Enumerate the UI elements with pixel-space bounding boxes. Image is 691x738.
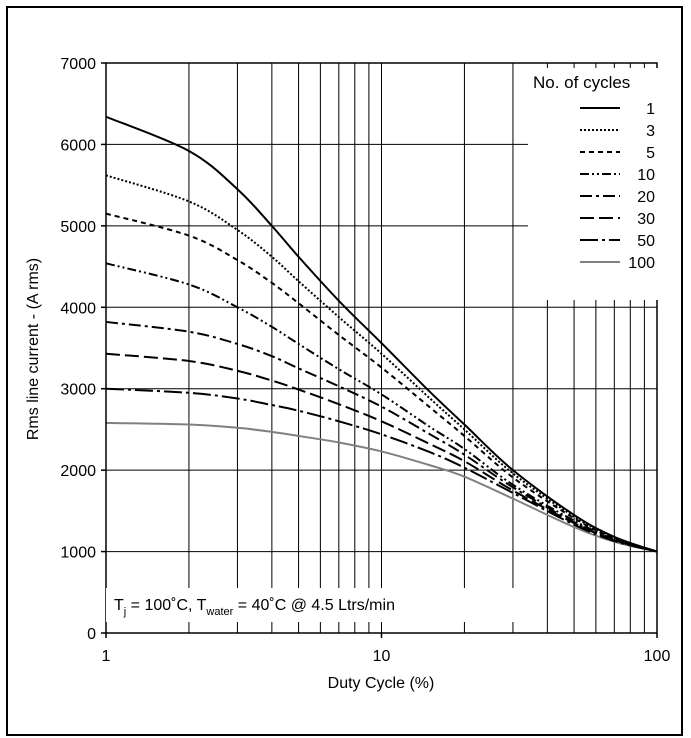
series-line-3 xyxy=(105,174,658,553)
annotation-mid: = 100˚C, T xyxy=(126,597,206,614)
legend-label-3: 3 xyxy=(646,123,655,140)
axis-ticks: 0 1000 2000 3000 4000 5000 6000 7000 1 10 100 xyxy=(60,56,670,665)
annotation-suffix: = 40˚C @ 4.5 Ltrs/min xyxy=(233,597,395,614)
legend-label-20: 20 xyxy=(637,189,655,206)
y-tick-label: 0 xyxy=(87,626,96,643)
series-line-20 xyxy=(105,320,658,553)
legend-title: No. of cycles xyxy=(533,73,630,92)
legend-label-10: 10 xyxy=(637,167,655,184)
series-lines xyxy=(105,115,658,553)
legend-label-50: 50 xyxy=(637,233,655,250)
y-tick-label: 4000 xyxy=(60,300,96,317)
y-tick-label: 2000 xyxy=(60,463,96,480)
annotation-sub-j: j xyxy=(123,606,126,618)
legend: 1 3 5 10 20 30 50 100 xyxy=(580,101,655,272)
series-line-10 xyxy=(105,262,658,553)
y-tick-label: 3000 xyxy=(60,382,96,399)
series-line-1 xyxy=(105,115,658,553)
y-axis-label: Rms line current - (A rms) xyxy=(25,258,42,440)
legend-label-30: 30 xyxy=(637,211,655,228)
y-tick-label: 1000 xyxy=(60,545,96,562)
series-line-100 xyxy=(105,421,658,553)
legend-label-1: 1 xyxy=(646,101,655,118)
annotation-prefix: T xyxy=(114,597,124,614)
y-tick-label: 6000 xyxy=(60,137,96,154)
annotation-sub-water: water xyxy=(205,606,233,618)
x-tick-label: 100 xyxy=(644,648,671,665)
y-tick-label: 5000 xyxy=(60,219,96,236)
x-tick-label: 10 xyxy=(373,648,391,665)
annotation-background xyxy=(106,588,526,622)
x-axis-label: Duty Cycle (%) xyxy=(328,675,435,692)
series-line-5 xyxy=(105,212,658,553)
series-line-50 xyxy=(105,387,658,553)
conditions-annotation: Tj = 100˚C, Twater = 40˚C @ 4.5 Ltrs/min xyxy=(114,597,395,618)
y-tick-label: 7000 xyxy=(60,56,96,73)
x-tick-label: 1 xyxy=(102,648,111,665)
legend-label-5: 5 xyxy=(646,145,655,162)
legend-label-100: 100 xyxy=(628,255,655,272)
